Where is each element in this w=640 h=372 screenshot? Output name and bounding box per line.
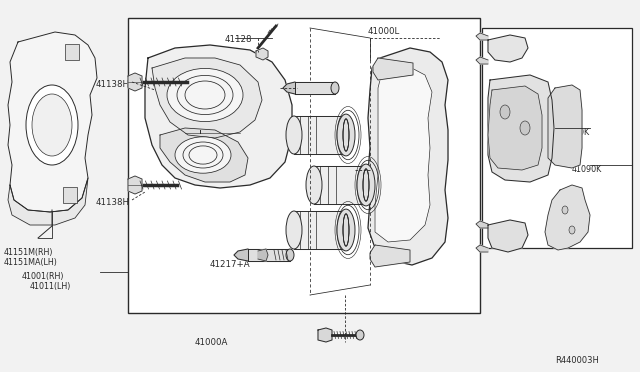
Polygon shape <box>256 48 268 60</box>
Polygon shape <box>8 32 97 212</box>
Polygon shape <box>370 245 410 267</box>
Text: 41138H: 41138H <box>96 198 130 207</box>
Polygon shape <box>488 220 528 252</box>
Ellipse shape <box>286 249 294 261</box>
Ellipse shape <box>286 211 302 249</box>
Polygon shape <box>160 128 248 182</box>
Polygon shape <box>476 221 488 228</box>
Text: 41128: 41128 <box>225 35 253 44</box>
Polygon shape <box>145 45 292 188</box>
Bar <box>482 28 632 248</box>
Polygon shape <box>234 249 248 261</box>
Polygon shape <box>152 58 262 138</box>
Text: 41090K: 41090K <box>572 165 602 174</box>
Ellipse shape <box>32 94 72 156</box>
Polygon shape <box>548 85 582 168</box>
Ellipse shape <box>26 85 78 165</box>
Ellipse shape <box>331 82 339 94</box>
Text: 41000L: 41000L <box>368 27 400 36</box>
Ellipse shape <box>569 226 575 234</box>
Polygon shape <box>476 245 488 252</box>
Polygon shape <box>375 66 432 242</box>
Bar <box>65 44 79 60</box>
Ellipse shape <box>177 76 233 115</box>
Polygon shape <box>128 73 142 91</box>
Text: R440003H: R440003H <box>555 356 599 365</box>
Polygon shape <box>294 116 346 154</box>
Ellipse shape <box>520 121 530 135</box>
Bar <box>128 18 480 313</box>
Polygon shape <box>488 35 528 62</box>
Polygon shape <box>373 58 413 80</box>
Ellipse shape <box>337 209 355 251</box>
Ellipse shape <box>357 164 375 206</box>
Text: 41000A: 41000A <box>195 338 228 347</box>
Polygon shape <box>128 176 142 194</box>
Ellipse shape <box>167 68 243 122</box>
Ellipse shape <box>183 142 223 168</box>
Polygon shape <box>368 48 448 265</box>
Text: 41001(RH): 41001(RH) <box>22 272 65 281</box>
Text: 41217: 41217 <box>278 86 305 95</box>
Ellipse shape <box>175 137 231 173</box>
Polygon shape <box>488 86 542 170</box>
Ellipse shape <box>562 206 568 214</box>
Polygon shape <box>476 57 488 64</box>
Ellipse shape <box>189 146 217 164</box>
Polygon shape <box>283 82 295 94</box>
Text: 41217+A: 41217+A <box>210 260 251 269</box>
Polygon shape <box>258 249 268 261</box>
Ellipse shape <box>306 166 322 204</box>
Ellipse shape <box>185 81 225 109</box>
Polygon shape <box>314 166 366 204</box>
Ellipse shape <box>286 116 302 154</box>
Polygon shape <box>476 33 488 40</box>
Polygon shape <box>545 185 590 250</box>
Polygon shape <box>294 211 346 249</box>
Polygon shape <box>318 328 332 342</box>
Text: 41151MA(LH): 41151MA(LH) <box>4 258 58 267</box>
Bar <box>63 187 77 203</box>
Ellipse shape <box>356 330 364 340</box>
Text: 41121: 41121 <box>352 167 380 176</box>
Ellipse shape <box>337 114 355 156</box>
Ellipse shape <box>500 105 510 119</box>
Text: 41138H: 41138H <box>96 80 130 89</box>
Text: 41000K: 41000K <box>560 128 590 137</box>
Polygon shape <box>488 75 554 182</box>
Text: 41011(LH): 41011(LH) <box>30 282 72 291</box>
Polygon shape <box>8 178 88 225</box>
Text: 41151M(RH): 41151M(RH) <box>4 248 54 257</box>
